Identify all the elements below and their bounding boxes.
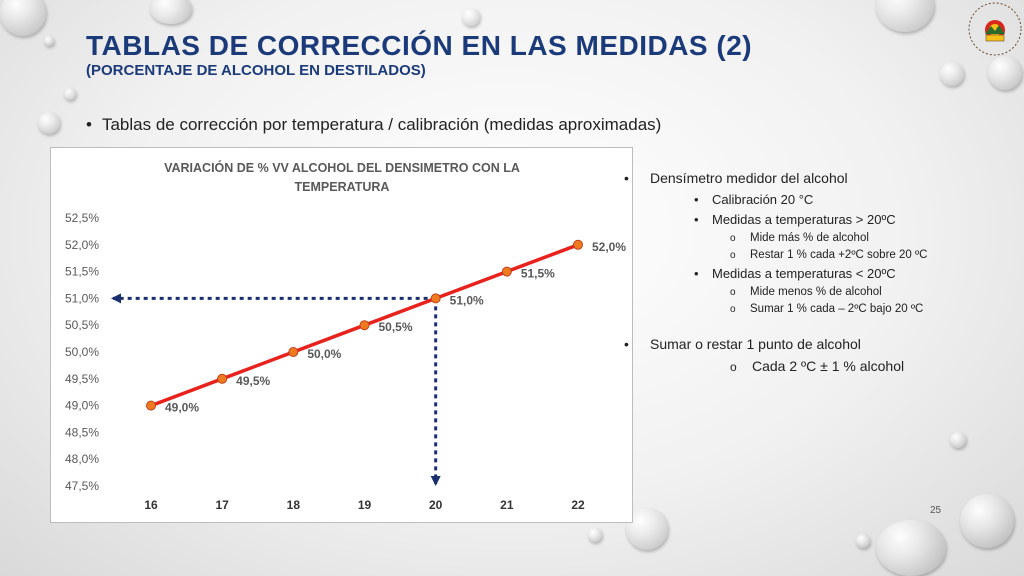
water-drop-decoration [38,112,60,134]
data-point [288,347,299,357]
note-densimeter: Densímetro medidor del alcohol [622,166,1012,190]
data-point [217,373,228,384]
water-drop-decoration [856,534,870,548]
data-label: 51,0% [450,293,484,307]
data-point [359,320,370,331]
water-drop-decoration [876,0,934,32]
y-tick-label: 52,0% [65,238,99,252]
data-point [430,293,441,304]
data-label: 51,5% [521,267,555,281]
line-chart: VARIACIÓN DE % VV ALCOHOL DEL DENSIMETRO… [65,160,626,512]
water-drop-decoration [988,56,1022,90]
x-tick-label: 21 [500,498,514,512]
note-add-subtract: Sumar o restar 1 punto de alcohol [622,332,1012,356]
water-drop-decoration [462,8,480,26]
note-calibration: Calibración 20 °C [622,190,1012,210]
water-drop-decoration [150,0,192,24]
y-tick-label: 48,0% [65,452,99,466]
chart-title-line1: VARIACIÓN DE % VV ALCOHOL DEL DENSIMETRO… [164,160,520,175]
x-tick-label: 19 [358,498,372,512]
slide-title: TABLAS DE CORRECCIÓN EN LAS MEDIDAS (2) [86,30,753,61]
water-drop-decoration [876,520,946,576]
data-label: 50,0% [307,347,341,361]
note-above-20-a: Mide más % de alcohol [622,230,1012,247]
note-below-20-b: Sumar 1 % cada – 2ºC bajo 20 ºC [622,301,1012,318]
data-label: 49,0% [165,401,199,415]
water-drop-decoration [940,62,964,86]
y-tick-label: 48,5% [65,425,99,439]
main-bullet: • Tablas de corrección por temperatura / … [86,115,661,135]
page-number: 25 [930,505,942,516]
water-drop-decoration [44,36,54,46]
water-drop-decoration [0,0,46,36]
x-tick-label: 20 [429,498,443,512]
x-tick-label: 17 [215,498,229,512]
water-drop-decoration [588,528,602,542]
y-tick-label: 47,5% [65,479,99,493]
data-point [501,266,512,277]
y-tick-label: 52,5% [65,211,99,225]
y-tick-label: 50,0% [65,345,99,359]
note-below-20-a: Mide menos % de alcohol [622,284,1012,301]
water-drop-decoration [64,88,76,100]
data-point [146,400,156,411]
y-tick-label: 49,5% [65,372,99,386]
note-rule: Cada 2 ºC ± 1 % alcohol [622,356,1012,377]
water-drop-decoration [950,432,966,448]
y-tick-label: 49,0% [65,399,99,413]
y-tick-label: 50,5% [65,318,99,332]
water-drop-decoration [960,494,1014,548]
x-tick-label: 22 [571,498,585,512]
y-tick-label: 51,0% [65,291,99,305]
x-tick-label: 16 [144,498,158,512]
data-label: 50,5% [379,320,413,334]
data-label: 52,0% [592,240,626,254]
note-below-20: Medidas a temperaturas < 20ºC [622,264,1012,284]
water-drop-decoration [626,508,668,550]
chart-title-line2: TEMPERATURA [295,180,390,194]
bullet-icon: • [86,115,92,134]
data-point [573,239,583,250]
chart-container: VARIACIÓN DE % VV ALCOHOL DEL DENSIMETRO… [50,147,633,523]
notes-panel: Densímetro medidor del alcohol Calibraci… [622,166,1012,377]
data-label: 49,5% [236,374,270,388]
club-logo [966,0,1024,58]
slide-subtitle: (PORCENTAJE DE ALCOHOL EN DESTILADOS) [86,62,426,79]
note-above-20-b: Restar 1 % cada +2ºC sobre 20 ºC [622,247,1012,264]
title-block: TABLAS DE CORRECCIÓN EN LAS MEDIDAS (2) … [86,30,752,80]
main-bullet-text: Tablas de corrección por temperatura / c… [101,115,662,134]
y-tick-label: 51,5% [65,265,99,279]
note-above-20: Medidas a temperaturas > 20ºC [622,210,1012,230]
x-tick-label: 18 [287,498,301,512]
